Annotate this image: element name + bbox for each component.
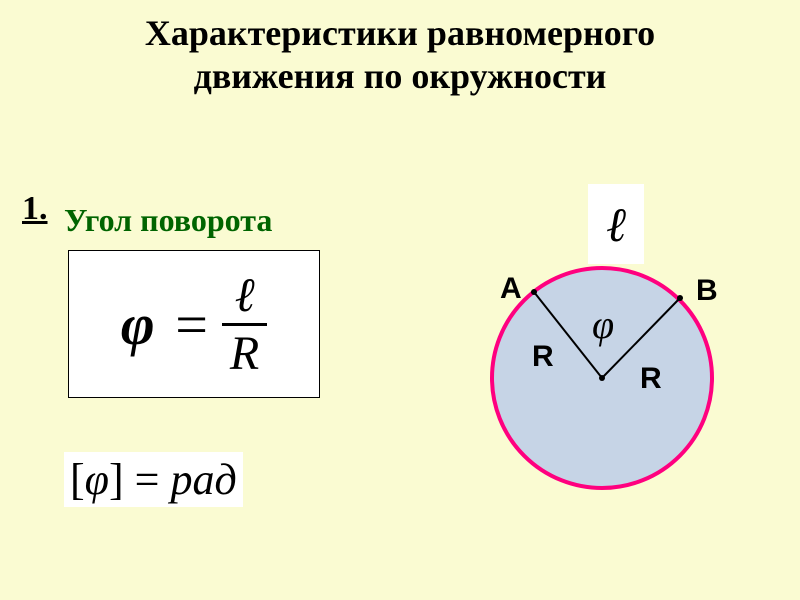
subtitle: Угол поворота [64, 202, 272, 239]
title-line1: Характеристики равномерного [145, 13, 655, 53]
circle-diagram: А В R R φ ℓ [432, 188, 772, 508]
formula-numerator: ℓ [225, 268, 265, 323]
formula-fraction: ℓ R [222, 268, 267, 381]
list-marker: 1. [22, 190, 48, 228]
arc-label-box: ℓ [588, 184, 644, 264]
title-line2: движения по окружности [194, 56, 607, 96]
label-a: А [500, 272, 522, 305]
label-b: В [696, 274, 718, 307]
slide-title: Характеристики равномерного движения по … [0, 0, 800, 98]
label-r-right: R [640, 362, 662, 395]
slide: Характеристики равномерного движения по … [0, 0, 800, 600]
label-phi: φ [592, 302, 614, 347]
point-a-dot [531, 289, 537, 295]
center-dot [599, 375, 605, 381]
unit-expression: [φ] = рад [64, 452, 243, 507]
formula: φ = ℓ R [68, 250, 320, 398]
arc-label: ℓ [606, 199, 626, 252]
formula-lhs: φ = [121, 291, 208, 358]
point-b-dot [677, 295, 683, 301]
formula-denominator: R [222, 326, 267, 381]
label-r-left: R [532, 340, 554, 373]
